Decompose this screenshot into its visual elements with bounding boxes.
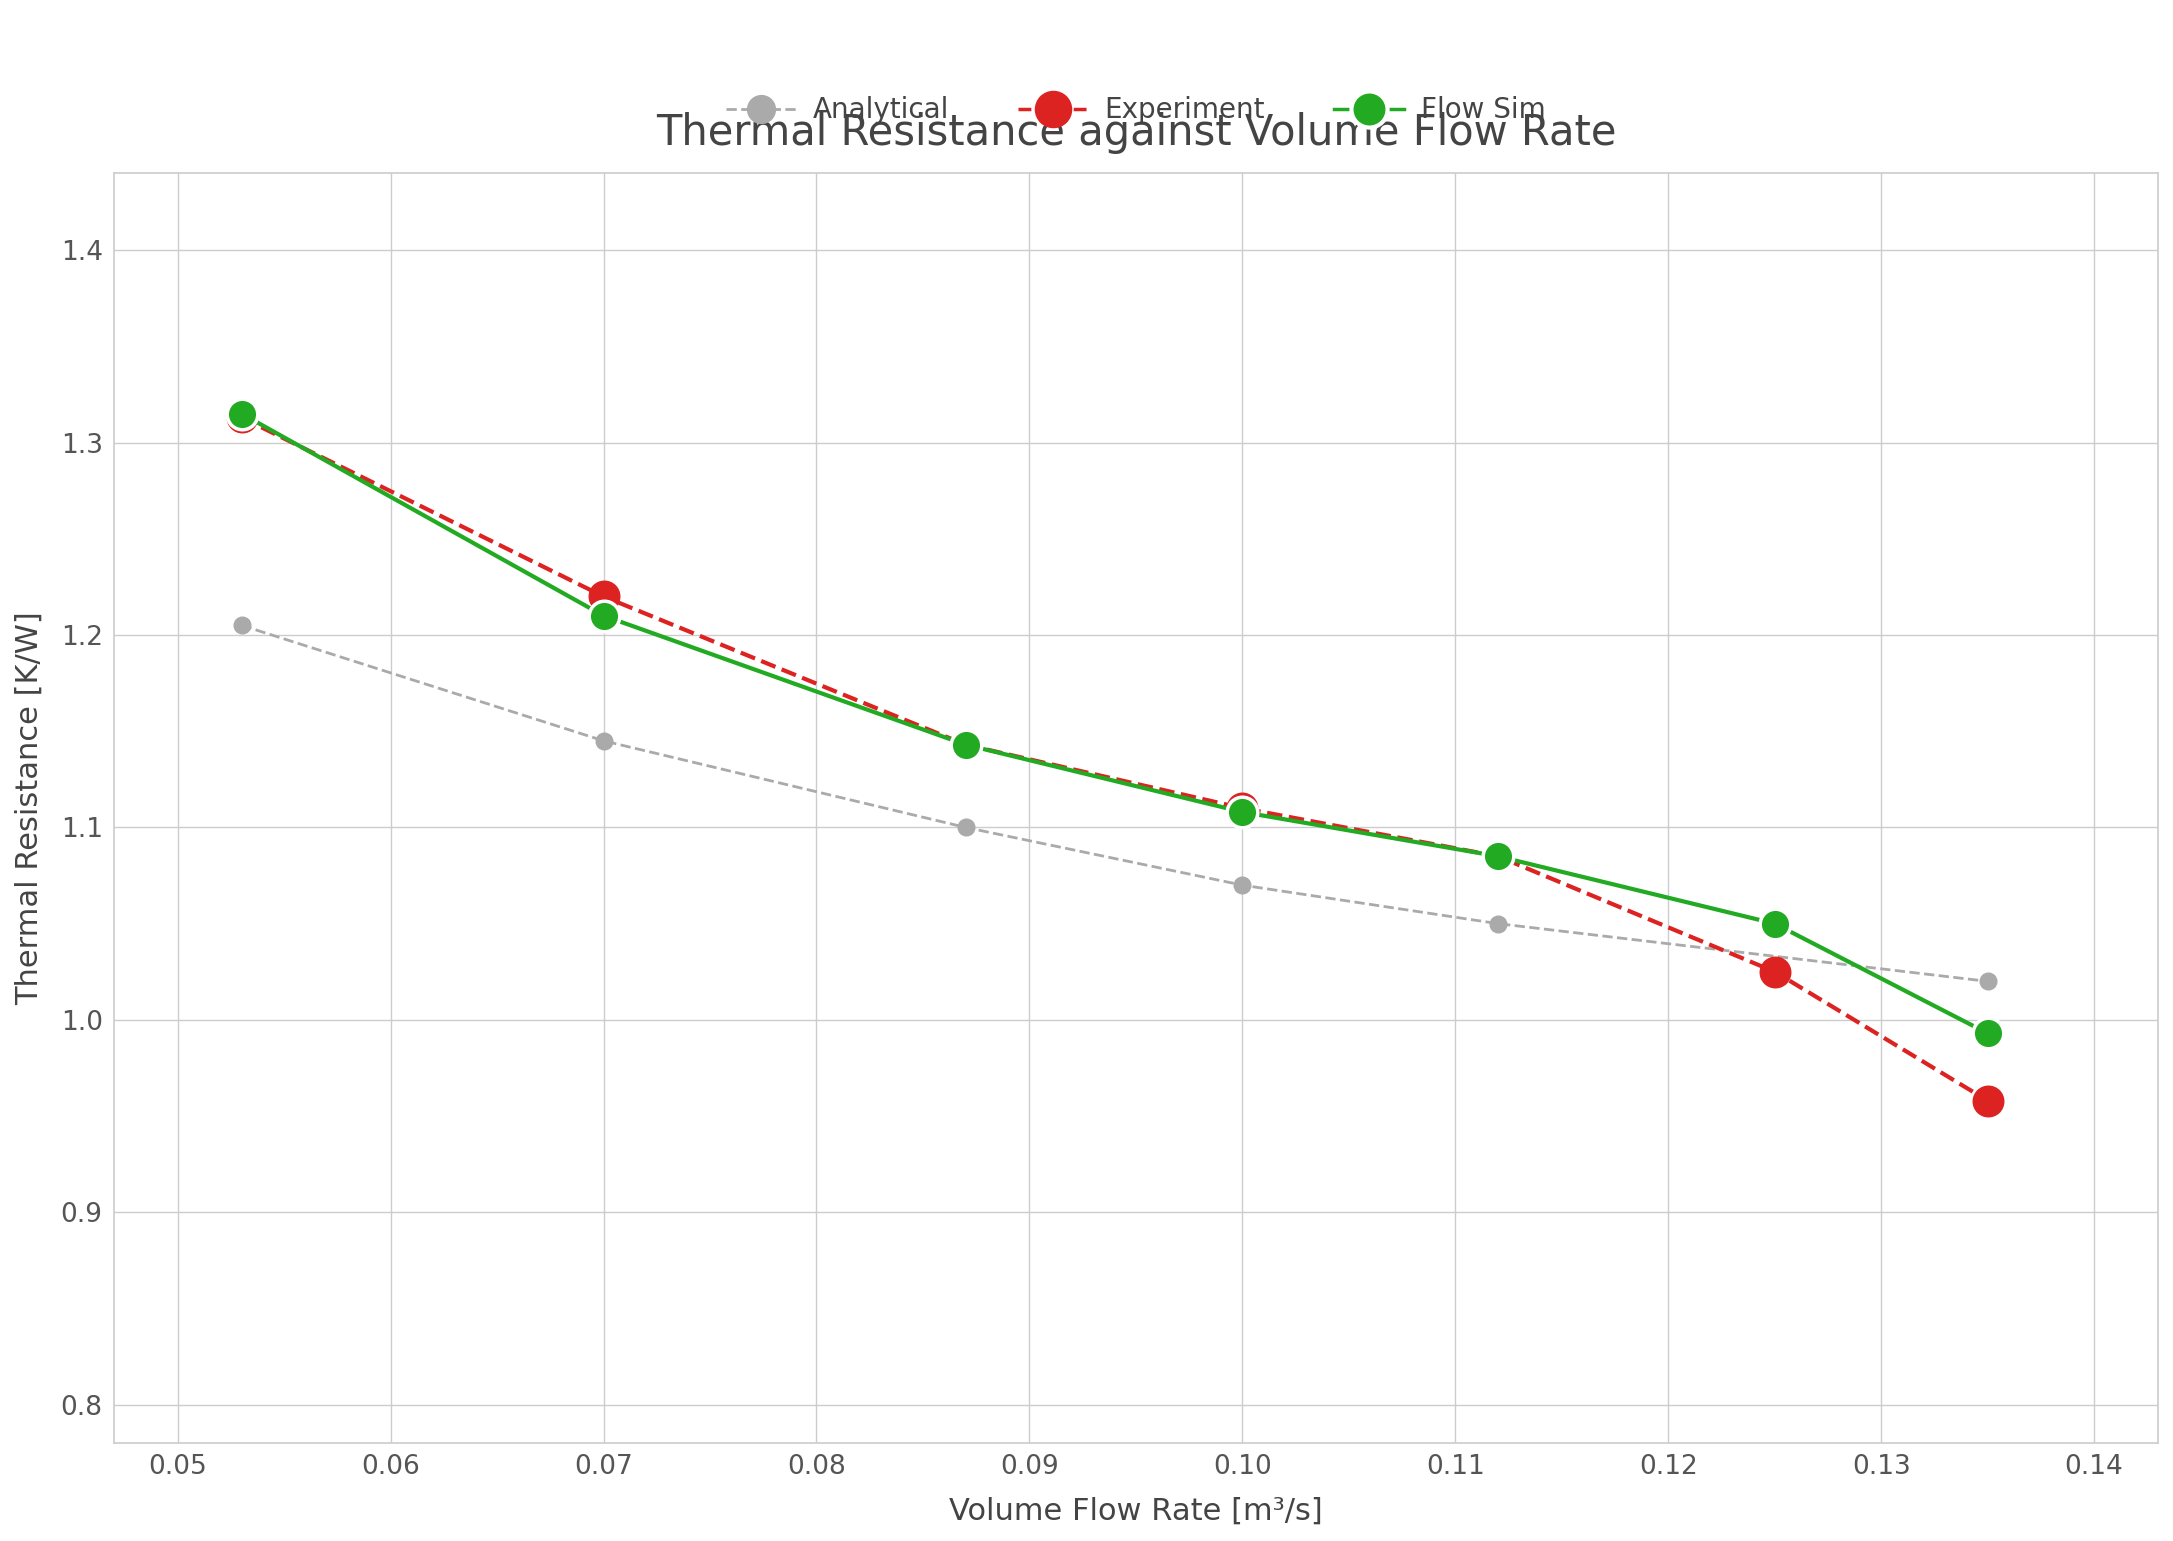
X-axis label: Volume Flow Rate [m³/s]: Volume Flow Rate [m³/s] xyxy=(950,1496,1323,1526)
Experiment xyxy=(1230,798,1256,817)
Flow Sim xyxy=(591,607,617,626)
Analytical xyxy=(591,732,617,750)
Y-axis label: Thermal Resistance [K/W]: Thermal Resistance [K/W] xyxy=(15,612,43,1005)
Experiment xyxy=(1484,848,1510,866)
Flow Sim xyxy=(952,735,978,754)
Legend: Analytical, Experiment, Flow Sim: Analytical, Experiment, Flow Sim xyxy=(715,85,1556,136)
Flow Sim xyxy=(228,404,254,422)
Experiment xyxy=(1762,963,1788,982)
Line: Analytical: Analytical xyxy=(233,616,1997,989)
Analytical xyxy=(228,616,254,635)
Experiment xyxy=(228,408,254,427)
Experiment xyxy=(952,735,978,754)
Analytical xyxy=(1975,972,2001,991)
Analytical xyxy=(952,818,978,837)
Line: Experiment: Experiment xyxy=(226,402,2004,1116)
Flow Sim xyxy=(1762,914,1788,932)
Flow Sim xyxy=(1484,848,1510,866)
Flow Sim xyxy=(1230,803,1256,821)
Line: Flow Sim: Flow Sim xyxy=(226,399,2004,1048)
Analytical xyxy=(1230,875,1256,894)
Flow Sim xyxy=(1975,1025,2001,1043)
Experiment xyxy=(1975,1091,2001,1110)
Title: Thermal Resistance against Volume Flow Rate: Thermal Resistance against Volume Flow R… xyxy=(656,112,1617,154)
Experiment xyxy=(591,587,617,606)
Analytical xyxy=(1484,914,1510,932)
